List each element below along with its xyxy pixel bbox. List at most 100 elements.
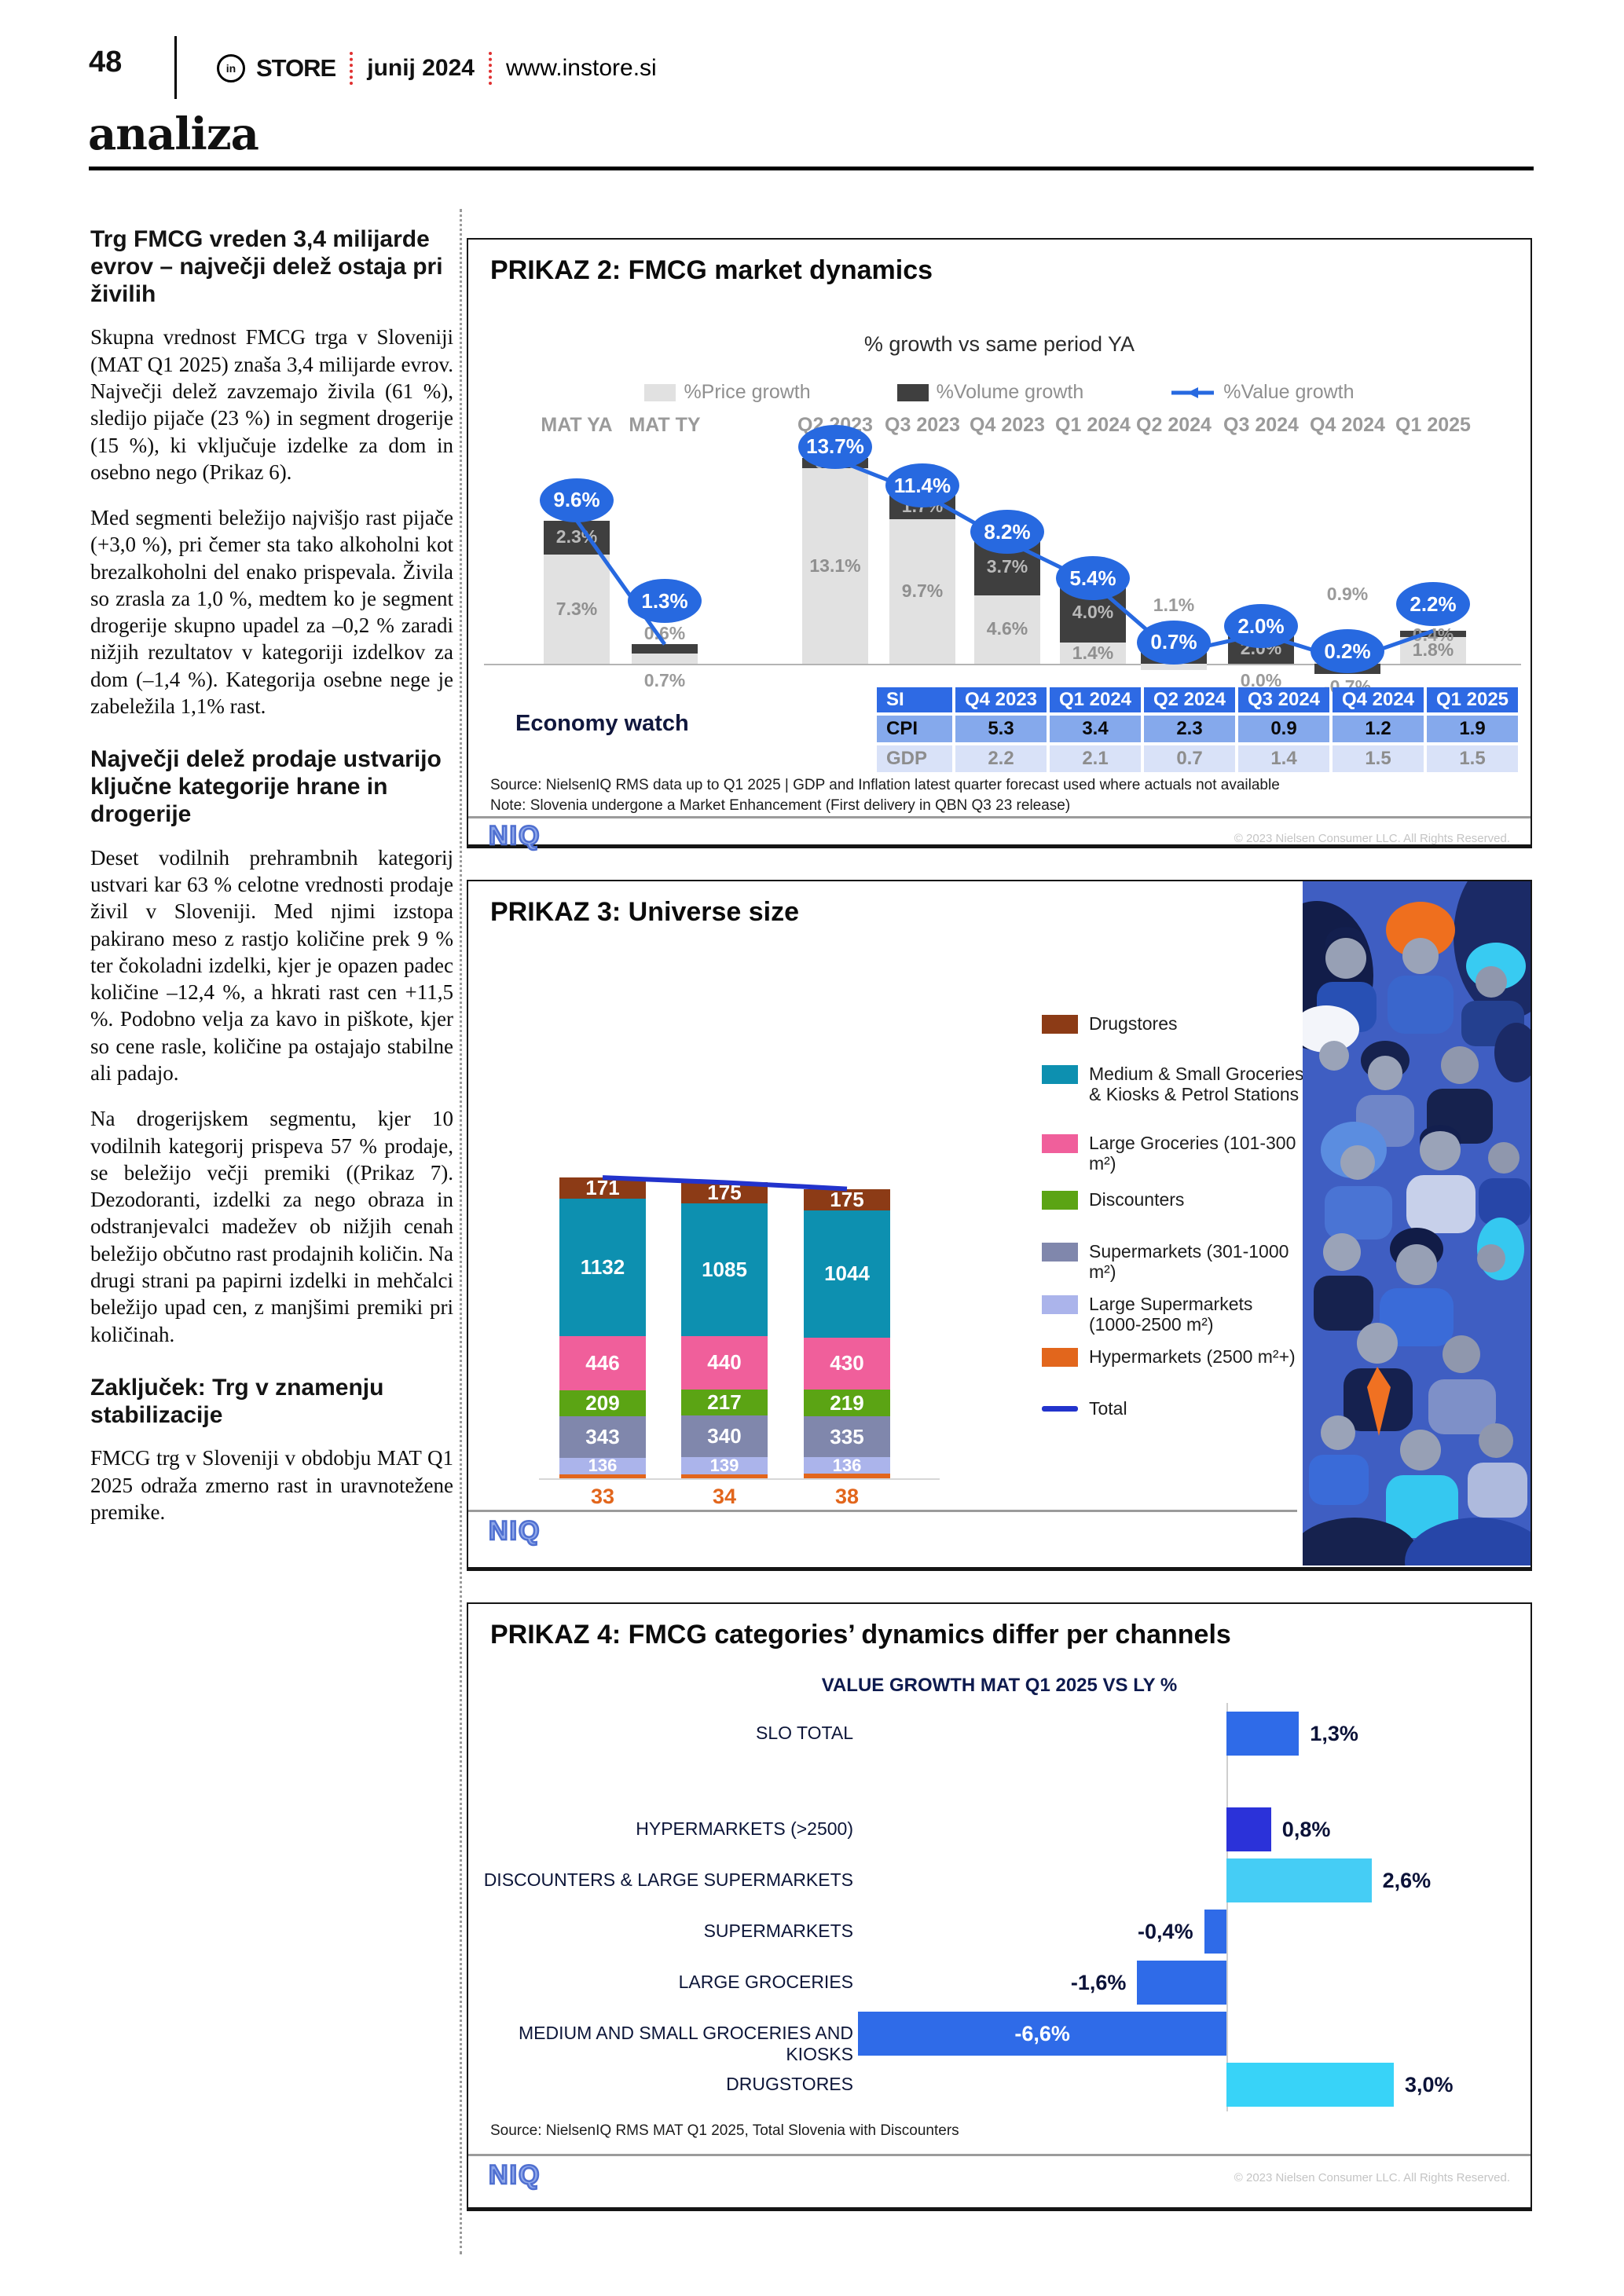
bar-value-label: 0.7% xyxy=(643,670,686,690)
bar xyxy=(1226,1807,1271,1851)
economy-table: SI Q4 2023 Q1 2024 Q2 2024 Q3 2024 Q4 2024 Q1 … xyxy=(877,687,1523,772)
table-header-cell: Q1 2024 xyxy=(1050,687,1141,712)
category-label: SUPERMARKETS xyxy=(703,1921,853,1941)
legend-swatch-icon xyxy=(1042,1134,1078,1153)
stack-segment-label: 136 xyxy=(559,1456,646,1475)
category-label: Q4 2024 xyxy=(1310,414,1385,436)
niq-logo: NIQ xyxy=(488,2159,541,2192)
value-bubble: 0.2% xyxy=(1311,629,1384,674)
legend-swatch-icon xyxy=(1042,1015,1078,1034)
legend-swatch-icon xyxy=(1042,1243,1078,1262)
niq-logo: NIQ xyxy=(488,820,541,852)
stack-segment-label: 1085 xyxy=(681,1203,768,1336)
bar-value-label: 0.6% xyxy=(643,623,686,643)
table-cell: 5.3 xyxy=(955,716,1047,742)
issue-date: junij 2024 xyxy=(367,55,475,81)
bar-segment xyxy=(1141,664,1207,670)
category-label: LARGE GROCERIES xyxy=(678,1972,853,1992)
footer-separator xyxy=(468,1510,1297,1512)
bar-value-label: -1,6% xyxy=(1070,1971,1127,1994)
table-header-cell: Q3 2024 xyxy=(1238,687,1329,712)
bar-value-label: 4.6% xyxy=(986,618,1028,639)
stack-segment-label: 139 xyxy=(681,1456,768,1475)
bar-segment xyxy=(632,653,698,664)
bar-value-label: 2,6% xyxy=(1382,1869,1432,1892)
bar xyxy=(1226,1712,1300,1756)
article-column: Trg FMCG vreden 3,4 milijarde evrov – na… xyxy=(90,226,453,1544)
website-link[interactable]: www.instore.si xyxy=(505,55,657,81)
article-paragraph: Med segmenti beležijo najvišjo rast pija… xyxy=(90,506,453,719)
stack-segment-label: 175 xyxy=(804,1188,890,1211)
stack-segment xyxy=(559,1474,646,1478)
table-header-cell: Q4 2023 xyxy=(955,687,1047,712)
prikaz2-legend: %Price growth %Volume growth %Value grow… xyxy=(468,381,1531,404)
stack-segment-label: 219 xyxy=(804,1390,890,1417)
prikaz2-title: PRIKAZ 2: FMCG market dynamics xyxy=(490,255,933,285)
category-label: Q1 2025 xyxy=(1395,414,1471,436)
bar-value-label: 0.0% xyxy=(1240,670,1282,690)
table-cell: 2.3 xyxy=(1144,716,1235,742)
bar xyxy=(1226,1858,1372,1902)
section-title: analiza xyxy=(88,108,259,160)
legend-label: %Price growth xyxy=(684,381,811,403)
stack-segment-label: 343 xyxy=(559,1415,646,1458)
stack-segment-label: 446 xyxy=(559,1336,646,1391)
category-label: HYPERMARKETS (>2500) xyxy=(636,1818,853,1839)
legend-swatch-icon xyxy=(1042,1348,1078,1367)
category-label: Q3 2024 xyxy=(1223,414,1299,436)
table-header-cell: Q4 2024 xyxy=(1333,687,1424,712)
hypermarket-value-label: 33 xyxy=(590,1485,615,1508)
legend-item: Total xyxy=(1042,1398,1304,1419)
category-label: MAT YA xyxy=(541,414,613,436)
economy-watch-label: Economy watch xyxy=(515,711,689,736)
total-line-icon xyxy=(1042,1406,1078,1412)
footer-separator xyxy=(468,816,1531,818)
bar xyxy=(1226,2063,1394,2107)
bar-value-label: -6,6% xyxy=(1014,2022,1070,2045)
legend-item: Hypermarkets (2500 m²+) xyxy=(1042,1346,1304,1367)
bar-value-label: -0,4% xyxy=(1138,1920,1193,1943)
legend-swatch-icon xyxy=(1042,1191,1078,1210)
table-cell: 1.5 xyxy=(1427,745,1518,772)
prikaz2-source: Source: NielsenIQ RMS data up to Q1 2025… xyxy=(490,777,1280,793)
footer-separator xyxy=(468,2154,1531,2156)
prikaz4-title: PRIKAZ 4: FMCG categories’ dynamics diff… xyxy=(490,1620,1231,1650)
table-row-label: CPI xyxy=(877,716,952,742)
legend-item: Large Groceries (101-300 m²) xyxy=(1042,1133,1304,1174)
legend-label: Total xyxy=(1089,1398,1127,1419)
brand-icon: in xyxy=(217,54,245,82)
value-bubble: 0.7% xyxy=(1137,620,1211,665)
value-bubble: 11.4% xyxy=(885,463,959,508)
category-label: SLO TOTAL xyxy=(756,1723,853,1743)
legend-item-value: %Value growth xyxy=(1170,381,1355,404)
legend-label: Supermarkets (301-1000 m²) xyxy=(1089,1241,1289,1283)
bar-value-label: 0,8% xyxy=(1281,1818,1331,1841)
stack-segment-label: 1044 xyxy=(804,1210,890,1338)
category-label: Q1 2024 xyxy=(1055,414,1131,436)
value-bubble: 8.2% xyxy=(970,510,1044,555)
value-bubble: 9.6% xyxy=(540,478,614,522)
table-row-label: GDP xyxy=(877,745,952,772)
bar-value-label: 3,0% xyxy=(1405,2073,1454,2096)
value-bubble: 5.4% xyxy=(1056,556,1130,601)
legend-swatch-icon xyxy=(1042,1065,1078,1084)
zero-axis xyxy=(1226,1703,1228,2111)
bar-value-label: 1.1% xyxy=(1153,595,1195,615)
legend-label: %Volume growth xyxy=(936,381,1084,403)
bar xyxy=(1137,1961,1226,2005)
bar-value-label: 13.1% xyxy=(809,555,861,576)
niq-logo: NIQ xyxy=(488,1515,541,1547)
legend-label: Discounters xyxy=(1089,1189,1185,1210)
value-bubble: 2.0% xyxy=(1224,604,1298,648)
table-cell: 0.7 xyxy=(1144,745,1235,772)
article-paragraph: FMCG trg v Sloveniji v obdobju MAT Q1 20… xyxy=(90,1446,453,1524)
legend-item: Medium & Small Groceries & Kiosks & Petr… xyxy=(1042,1064,1304,1105)
table-cell: 1.4 xyxy=(1238,745,1329,772)
stack-segment-label: 430 xyxy=(804,1337,890,1390)
prikaz3-plot: 3313634320944611321712023341393402174401… xyxy=(539,1023,979,1635)
legend-label: Large Supermarkets (1000-2500 m²) xyxy=(1089,1294,1253,1335)
bar-segment xyxy=(632,644,698,654)
x-axis xyxy=(539,1478,940,1480)
bar-value-label: 1.8% xyxy=(1412,639,1454,660)
stack-segment-label: 340 xyxy=(681,1415,768,1458)
